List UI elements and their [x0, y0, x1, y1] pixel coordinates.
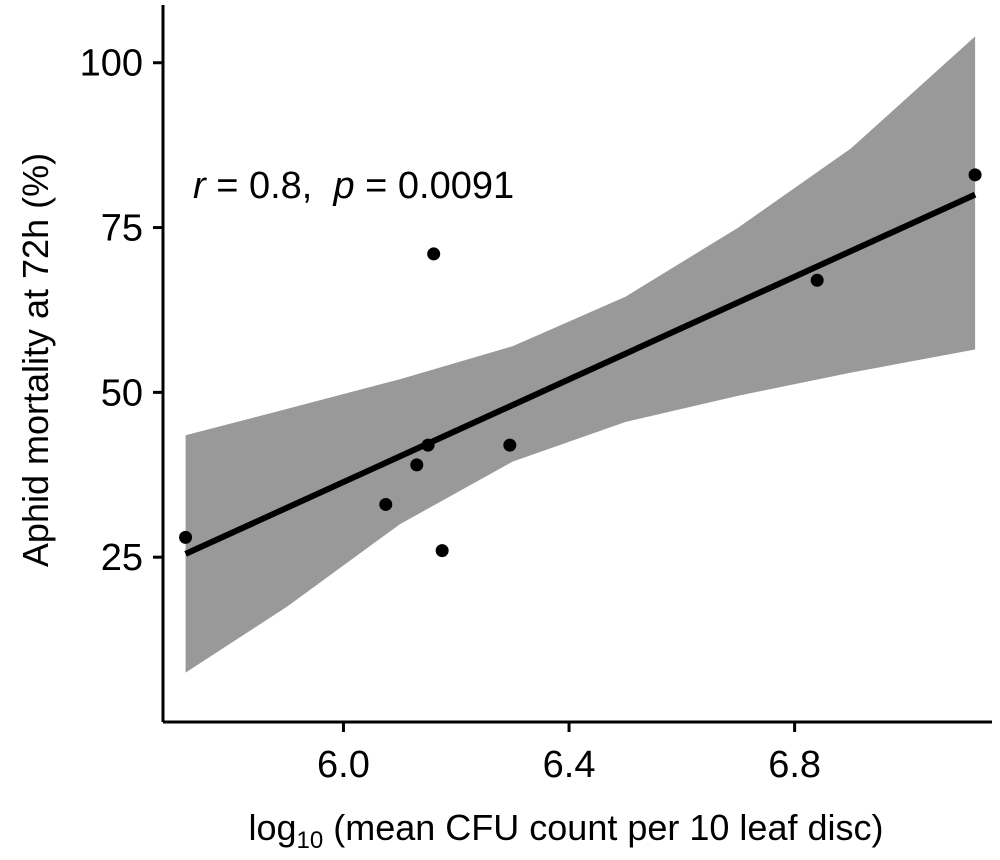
r-value: = 0.8,: [206, 165, 334, 207]
y-tick-label-75: 75: [101, 208, 143, 250]
regression-line-layer: [184, 191, 977, 557]
p-value: = 0.0091: [355, 165, 515, 207]
confidence-band-layer: [185, 36, 976, 673]
y-tick-label-25: 25: [101, 537, 143, 579]
data-point-6: [435, 544, 449, 558]
regression-line: [184, 191, 977, 557]
y-tick-label-100: 100: [80, 43, 143, 85]
data-point-8: [810, 273, 824, 287]
data-point-3: [410, 458, 424, 472]
data-point-4: [421, 438, 435, 452]
data-points-layer: [179, 168, 982, 558]
axes-layer: 25 50 75 100 6.0 6.4 6.8: [80, 5, 992, 786]
data-point-9: [968, 168, 982, 182]
x-tick-label-6.0: 6.0: [317, 744, 370, 786]
x-axis-title-prefix: log: [249, 807, 297, 848]
y-tick-label-50: 50: [101, 372, 143, 414]
r-symbol: r: [193, 165, 207, 207]
x-axis-title: log10 (mean CFU count per 10 leaf disc): [249, 807, 884, 854]
confidence-band: [185, 36, 976, 673]
data-point-7: [503, 438, 517, 452]
x-axis-title-subscript: 10: [297, 827, 324, 854]
data-point-2: [379, 497, 393, 511]
x-tick-label-6.8: 6.8: [768, 744, 821, 786]
y-axis-title: Aphid mortality at 72h (%): [15, 153, 56, 567]
p-symbol: p: [332, 165, 354, 207]
x-axis-title-suffix: (mean CFU count per 10 leaf disc): [323, 807, 883, 848]
x-tick-label-6.4: 6.4: [543, 744, 596, 786]
data-point-1: [179, 530, 193, 544]
correlation-annotation: r = 0.8, p = 0.0091: [193, 165, 514, 207]
data-point-5: [427, 247, 441, 261]
